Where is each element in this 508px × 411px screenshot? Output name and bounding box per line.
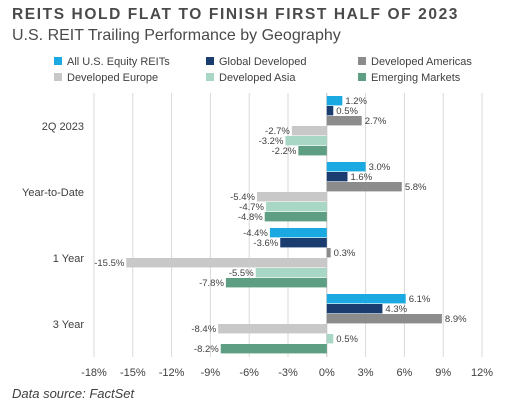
bar-emerging-markets (220, 344, 327, 354)
data-label: 2.7% (365, 116, 387, 127)
bar-global-developed (326, 106, 334, 116)
bar-global-developed (280, 238, 327, 248)
data-label: 1.6% (350, 172, 372, 183)
bar-all-u-s-equity-reits (269, 228, 327, 238)
legend-label-global-developed: Global Developed (219, 56, 306, 68)
bar-developed-europe (126, 258, 327, 268)
x-tick-label: 6% (396, 367, 412, 379)
data-label: -3.2% (259, 136, 284, 147)
bar-developed-americas (326, 248, 331, 258)
bars: 1.2%0.5%2.7%-2.7%-3.2%-2.2%3.0%1.6%5.8%-… (94, 96, 467, 355)
data-label: -8.2% (194, 344, 219, 355)
data-label: -3.6% (253, 238, 278, 249)
x-tick-label: 3% (358, 367, 374, 379)
legend-label-all-u-s-equity-reits: All U.S. Equity REITs (67, 56, 170, 68)
x-tick-label: -9% (201, 367, 221, 379)
bar-developed-asia (326, 334, 334, 344)
x-tick-label: 12% (471, 367, 493, 379)
category-label: 3 Year (53, 319, 85, 331)
bar-developed-europe (218, 324, 327, 334)
bar-developed-europe (291, 126, 327, 136)
bar-global-developed (326, 304, 383, 314)
bar-emerging-markets (264, 212, 327, 222)
bar-global-developed (326, 172, 348, 182)
data-label: -5.5% (229, 268, 254, 279)
data-label: -15.5% (94, 258, 125, 269)
bar-all-u-s-equity-reits (326, 162, 366, 172)
data-label: 0.5% (336, 106, 358, 117)
legend: All U.S. Equity REITs Global Developed Dev… (54, 56, 472, 84)
x-tick-label: -12% (159, 367, 185, 379)
legend-swatch-global-developed (206, 57, 214, 65)
data-label: -4.7% (239, 202, 264, 213)
data-label: -4.4% (243, 228, 268, 239)
x-tick-label: -3% (278, 367, 298, 379)
data-label: -8.4% (191, 324, 216, 335)
x-tick-label: -6% (239, 367, 259, 379)
bar-all-u-s-equity-reits (326, 96, 343, 106)
data-label: 1.2% (345, 96, 367, 107)
legend-swatch-emerging-markets (358, 73, 366, 81)
chart-subtitle: U.S. REIT Trailing Performance by Geogra… (12, 27, 341, 44)
data-label: 6.1% (409, 294, 431, 305)
axis-labels: -18% -15% -12% -9% -6% -3% 0% 3% 6% 9% 12% 2Q 2023 Y… (22, 121, 493, 379)
bar-developed-asia (255, 268, 327, 278)
data-label: 3.0% (369, 162, 391, 173)
category-label: Year-to-Date (22, 187, 84, 199)
x-tick-label: -18% (81, 367, 107, 379)
x-tick-label: 0% (319, 367, 335, 379)
data-label: -4.8% (238, 212, 263, 223)
bar-emerging-markets (225, 278, 327, 288)
x-tick-label: -15% (120, 367, 146, 379)
legend-label-emerging-markets: Emerging Markets (371, 72, 461, 84)
bar-all-u-s-equity-reits (326, 294, 406, 304)
data-source: Data source: FactSet (12, 386, 135, 401)
legend-label-developed-americas: Developed Americas (371, 56, 472, 68)
data-label: 0.5% (336, 334, 358, 345)
x-tick-label: 9% (435, 367, 451, 379)
legend-swatch-developed-americas (358, 57, 366, 65)
legend-label-developed-europe: Developed Europe (67, 72, 158, 84)
legend-swatch-developed-europe (54, 73, 62, 81)
bar-developed-asia (266, 202, 327, 212)
bar-developed-europe (256, 192, 327, 202)
bar-developed-asia (285, 136, 327, 146)
data-label: 8.9% (445, 314, 467, 325)
bar-developed-americas (326, 314, 442, 324)
data-label: -7.8% (199, 278, 224, 289)
chart-title: REITS HOLD FLAT TO FINISH FIRST HALF OF … (12, 6, 460, 23)
data-label: 0.3% (334, 248, 356, 259)
legend-swatch-developed-asia (206, 73, 214, 81)
category-label: 1 Year (53, 253, 85, 265)
category-label: 2Q 2023 (42, 121, 84, 133)
legend-swatch-all-u-s-equity-reits (54, 57, 62, 65)
data-label: -5.4% (230, 192, 255, 203)
data-label: 5.8% (405, 182, 427, 193)
data-label: -2.7% (265, 126, 290, 137)
legend-label-developed-asia: Developed Asia (219, 72, 296, 84)
bar-emerging-markets (298, 146, 327, 156)
data-label: 4.3% (385, 304, 407, 315)
bar-developed-americas (326, 116, 362, 126)
bar-developed-americas (326, 182, 402, 192)
data-label: -2.2% (272, 146, 297, 157)
